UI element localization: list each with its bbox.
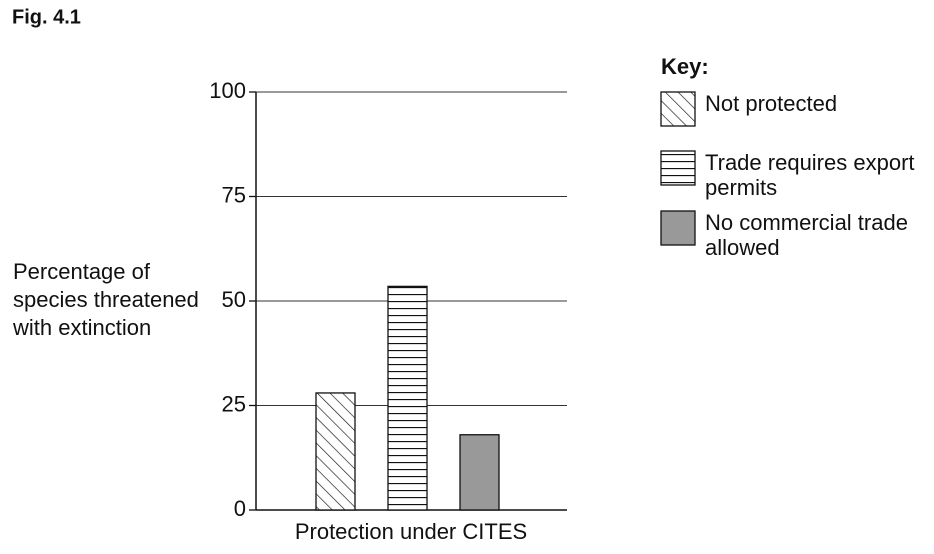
legend-label: Not protected — [705, 91, 838, 116]
legend-swatch — [660, 150, 696, 186]
legend-title: Key: — [661, 54, 709, 79]
y-tick-label: 50 — [222, 287, 246, 312]
figure-label: Fig. 4.1 — [12, 6, 81, 28]
y-tick-label: 100 — [209, 78, 246, 103]
bar — [315, 392, 356, 511]
legend-swatch — [660, 210, 696, 246]
x-axis-label: Protection under CITES — [295, 519, 527, 544]
legend-swatch — [660, 91, 696, 127]
y-axis-label: with extinction — [13, 315, 152, 340]
y-tick-label: 75 — [222, 182, 246, 207]
bar — [459, 434, 500, 511]
y-axis-label: Percentage of — [13, 259, 150, 284]
y-tick-label: 25 — [222, 391, 246, 416]
legend-label: Trade requires export permits — [705, 150, 915, 200]
legend-label: No commercial trade allowed — [705, 210, 908, 260]
bar — [387, 285, 428, 511]
y-axis-label: species threatened — [13, 287, 199, 312]
y-tick-label: 0 — [234, 496, 246, 521]
